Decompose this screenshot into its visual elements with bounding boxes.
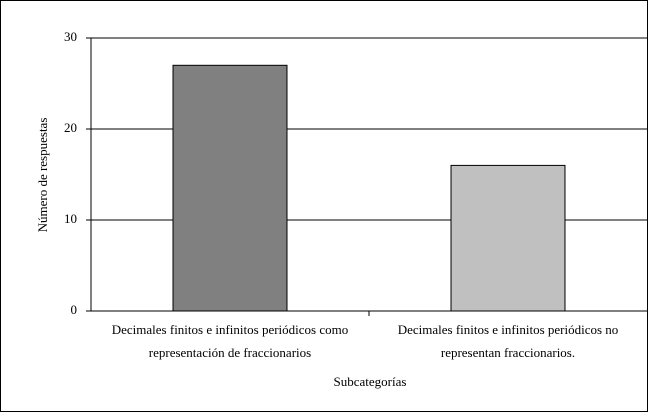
y-tick-label: 30 xyxy=(64,29,77,44)
y-axis-label: Número de respuestas xyxy=(35,118,50,233)
y-tick-label: 20 xyxy=(64,120,77,135)
bar xyxy=(172,64,288,312)
x-tick-label: Decimales finitos e infinitos periódicos… xyxy=(397,322,619,360)
x-axis-label: Subcategorías xyxy=(334,374,407,389)
bar xyxy=(450,164,566,312)
y-tick-label: 0 xyxy=(71,302,78,317)
x-tick-label: Decimales finitos e infinitos periódicos… xyxy=(111,322,349,360)
y-tick-label: 10 xyxy=(64,211,77,226)
